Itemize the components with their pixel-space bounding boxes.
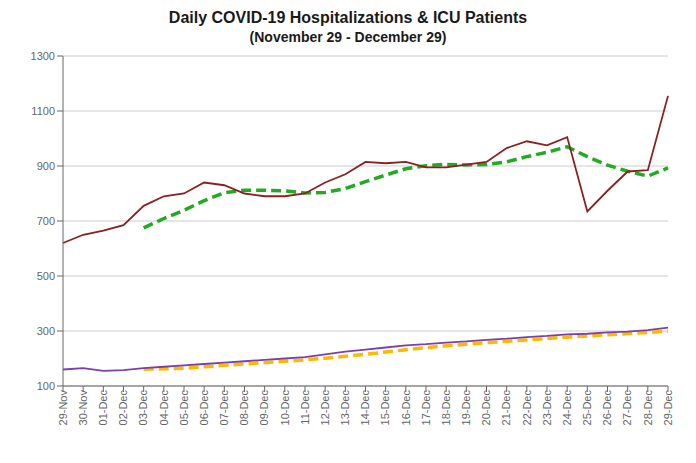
svg-text:24-Dec: 24-Dec bbox=[561, 390, 573, 426]
svg-text:1300: 1300 bbox=[31, 50, 55, 62]
svg-text:14-Dec: 14-Dec bbox=[359, 390, 371, 426]
svg-text:12-Dec: 12-Dec bbox=[319, 390, 331, 426]
svg-text:26-Dec: 26-Dec bbox=[601, 390, 613, 426]
svg-text:100: 100 bbox=[37, 380, 55, 392]
html-text:(November 29 - December 29): (November 29 - December 29) bbox=[249, 29, 447, 45]
svg-text:11-Dec: 11-Dec bbox=[299, 390, 311, 425]
svg-text:09-Dec: 09-Dec bbox=[258, 390, 270, 426]
svg-text:300: 300 bbox=[37, 325, 55, 337]
svg-text:23-Dec: 23-Dec bbox=[541, 390, 553, 426]
svg-text:17-Dec: 17-Dec bbox=[420, 390, 432, 426]
svg-text:15-Dec: 15-Dec bbox=[379, 390, 391, 426]
svg-text:18-Dec: 18-Dec bbox=[440, 390, 452, 426]
svg-text:01-Dec: 01-Dec bbox=[97, 390, 109, 426]
svg-text:05-Dec: 05-Dec bbox=[178, 390, 190, 426]
svg-text:06-Dec: 06-Dec bbox=[198, 390, 210, 426]
svg-text:19-Dec: 19-Dec bbox=[460, 390, 472, 426]
svg-text:04-Dec: 04-Dec bbox=[158, 390, 170, 426]
svg-text:27-Dec: 27-Dec bbox=[621, 390, 633, 426]
svg-text:21-Dec: 21-Dec bbox=[500, 390, 512, 426]
svg-text:700: 700 bbox=[37, 215, 55, 227]
svg-text:22-Dec: 22-Dec bbox=[521, 390, 533, 426]
svg-text:10-Dec: 10-Dec bbox=[279, 390, 291, 426]
svg-text:1100: 1100 bbox=[31, 105, 55, 117]
svg-text:900: 900 bbox=[37, 160, 55, 172]
svg-text:29-Dec: 29-Dec bbox=[662, 390, 674, 426]
svg-text:20-Dec: 20-Dec bbox=[480, 390, 492, 426]
svg-text:13-Dec: 13-Dec bbox=[339, 390, 351, 426]
svg-text:28-Dec: 28-Dec bbox=[642, 390, 654, 426]
svg-text:500: 500 bbox=[37, 270, 55, 282]
svg-text:30-Nov: 30-Nov bbox=[77, 390, 89, 426]
svg-text:08-Dec: 08-Dec bbox=[238, 390, 250, 426]
svg-text:03-Dec: 03-Dec bbox=[137, 390, 149, 426]
svg-text:25-Dec: 25-Dec bbox=[581, 390, 593, 426]
svg-text:07-Dec: 07-Dec bbox=[218, 390, 230, 426]
svg-text:16-Dec: 16-Dec bbox=[400, 390, 412, 426]
svg-text:29-Nov: 29-Nov bbox=[57, 390, 69, 426]
svg-text:02-Dec: 02-Dec bbox=[117, 390, 129, 426]
html-text:Daily COVID-19 Hospitalization: Daily COVID-19 Hospitalizations & ICU Pa… bbox=[168, 9, 528, 26]
